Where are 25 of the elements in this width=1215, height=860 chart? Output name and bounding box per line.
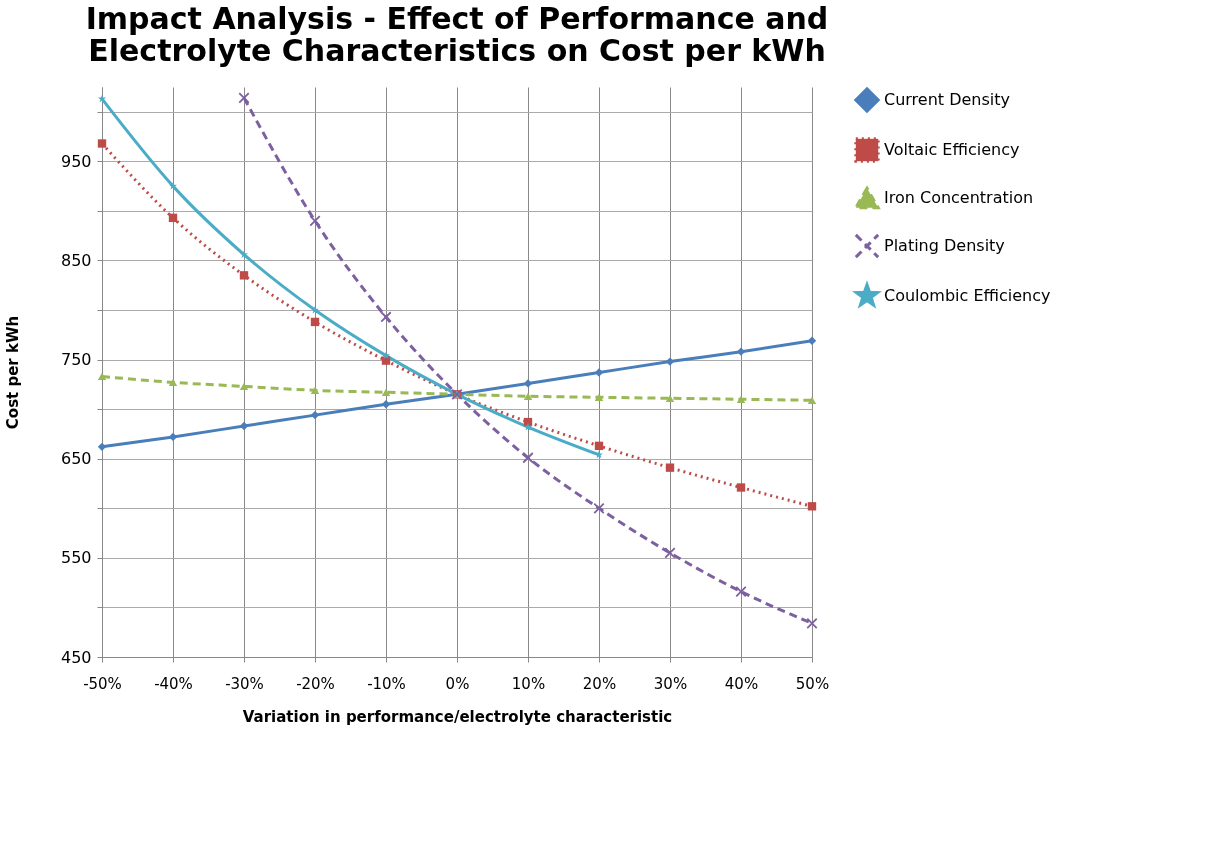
y-tick-label: 450	[60, 647, 92, 667]
x-tick-label: 30%	[653, 674, 688, 693]
y-tick-label: 750	[60, 350, 92, 370]
y-tick-label: 650	[60, 449, 92, 469]
legend-label: Current Density	[884, 90, 1011, 109]
x-tick-label: 40%	[724, 674, 759, 693]
y-tick-label: 950	[60, 151, 92, 171]
chart-title: Impact Analysis - Effect of Performance and Electrolyte Characteristics on Cost per kWh	[85, 1, 829, 68]
x-tick-label: -30%	[225, 674, 264, 693]
legend-label: Iron Concentration	[884, 188, 1034, 207]
legend-label: Coulombic Efficiency	[884, 286, 1051, 305]
x-axis-title: Variation in performance/electrolyte characteristic	[242, 707, 673, 726]
y-axis-title: Cost per kWh	[3, 315, 22, 430]
x-tick-label: -40%	[154, 674, 193, 693]
x-tick-label: 20%	[582, 674, 617, 693]
x-tick-label: 50%	[795, 674, 830, 693]
x-tick-label: -10%	[367, 674, 406, 693]
x-tick-label: -20%	[296, 674, 335, 693]
y-tick-label: 850	[60, 250, 92, 270]
y-tick-label: 550	[60, 548, 92, 568]
legend-label: Plating Density	[884, 236, 1005, 255]
x-tick-label: 0%	[445, 674, 470, 693]
x-tick-label: 10%	[511, 674, 546, 693]
x-tick-label: -50%	[83, 674, 122, 693]
legend-label: Voltaic Efficiency	[884, 140, 1020, 159]
